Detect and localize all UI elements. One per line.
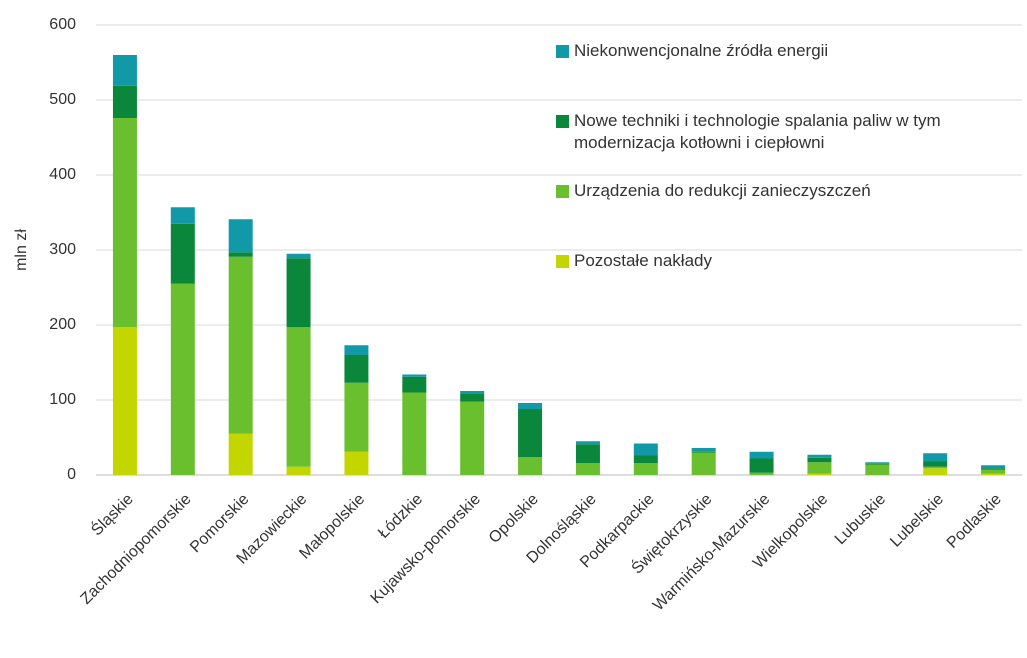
legend-swatch xyxy=(556,185,569,198)
bar-segment xyxy=(633,455,658,463)
y-tick-label: 500 xyxy=(49,91,76,108)
bar-segment xyxy=(633,443,658,456)
bar-segment xyxy=(228,252,253,257)
bar-segment xyxy=(228,433,253,475)
legend-item: Pozostałe nakłady xyxy=(556,250,996,272)
bar-segment xyxy=(286,258,311,328)
bar-segment xyxy=(865,463,890,465)
bar-segment xyxy=(286,253,311,259)
bar-segment xyxy=(402,374,427,377)
bar-segment xyxy=(807,462,832,474)
bar-segment xyxy=(575,441,600,445)
bar-segment xyxy=(170,207,195,224)
legend-label: Nowe techniki i technologie spalania pal… xyxy=(574,111,941,152)
bar-segment xyxy=(518,403,543,409)
legend-item: Nowe techniki i technologie spalania pal… xyxy=(556,110,996,154)
bar-segment xyxy=(460,401,485,475)
bar-segment xyxy=(112,327,137,475)
bar-segment xyxy=(749,472,774,475)
bar-segment xyxy=(228,256,253,434)
x-tick-label: Kujawsko-pomorskie xyxy=(368,491,484,607)
y-axis-label: mln zł xyxy=(13,229,30,271)
bar-segment xyxy=(807,454,832,458)
x-tick-label: Łódzkie xyxy=(375,491,426,542)
bar-segment xyxy=(575,444,600,463)
legend-swatch xyxy=(556,115,569,128)
bar-segment xyxy=(402,376,427,393)
x-tick-label: Zachodniopomorskie xyxy=(78,491,195,608)
bar-segment xyxy=(518,457,543,475)
bar-segment xyxy=(286,327,311,467)
y-tick-label: 600 xyxy=(49,16,76,33)
bar-segment xyxy=(286,466,311,475)
x-tick-label: Warmińsko-Mazurskie xyxy=(650,491,774,615)
bar-segment xyxy=(865,462,890,464)
y-tick-label: 100 xyxy=(49,391,76,408)
bar-segment xyxy=(923,461,948,467)
x-tick-label: Podlaskie xyxy=(944,491,1005,552)
legend-label: Urządzenia do redukcji zanieczyszczeń xyxy=(574,181,871,200)
bar-segment xyxy=(691,452,716,475)
bar-segment xyxy=(112,118,137,328)
bar-segment xyxy=(112,85,137,118)
bar-segment xyxy=(112,55,137,86)
y-tick-label: 200 xyxy=(49,316,76,333)
bar-segment xyxy=(228,219,253,253)
x-tick-label: Śląskie xyxy=(87,489,137,539)
bar-segment xyxy=(691,451,716,453)
bar-segment xyxy=(460,391,485,394)
bar-segment xyxy=(518,409,543,457)
y-tick-label: 400 xyxy=(49,166,76,183)
bar-segment xyxy=(749,451,774,459)
bar-segment xyxy=(923,468,948,475)
bar-segment xyxy=(807,457,832,463)
bar-segment xyxy=(402,392,427,475)
bar-segment xyxy=(749,458,774,473)
bar-segment xyxy=(344,345,369,355)
bar-segment xyxy=(170,283,195,475)
bar-segment xyxy=(575,463,600,475)
legend-label: Pozostałe nakłady xyxy=(574,251,712,270)
bar-segment xyxy=(923,453,948,462)
bar-segment xyxy=(344,451,369,475)
x-tick-label: Lubuskie xyxy=(832,491,889,548)
bar-segment xyxy=(981,465,1006,469)
bar-segment xyxy=(807,473,832,475)
y-tick-label: 300 xyxy=(49,241,76,258)
bar-segment xyxy=(344,382,369,452)
x-tick-label: Opolskie xyxy=(486,491,542,547)
y-tick-label: 0 xyxy=(67,466,76,483)
bar-segment xyxy=(865,464,890,475)
legend-swatch xyxy=(556,45,569,58)
bar-segment xyxy=(923,466,948,469)
legend-item: Niekonwencjonalne źródła energii xyxy=(556,40,996,62)
bar-segment xyxy=(981,469,1006,474)
bar-segment xyxy=(344,355,369,383)
legend-swatch xyxy=(556,255,569,268)
bar-segment xyxy=(691,448,716,452)
bar-segment xyxy=(633,463,658,475)
bar-segment xyxy=(460,393,485,402)
legend-label: Niekonwencjonalne źródła energii xyxy=(574,41,829,60)
bar-segment xyxy=(170,223,195,284)
bar-segment xyxy=(981,473,1006,475)
bar-segment xyxy=(981,468,1006,470)
x-tick-label: Lubelskie xyxy=(887,491,947,551)
legend-item: Urządzenia do redukcji zanieczyszczeń xyxy=(556,180,996,202)
